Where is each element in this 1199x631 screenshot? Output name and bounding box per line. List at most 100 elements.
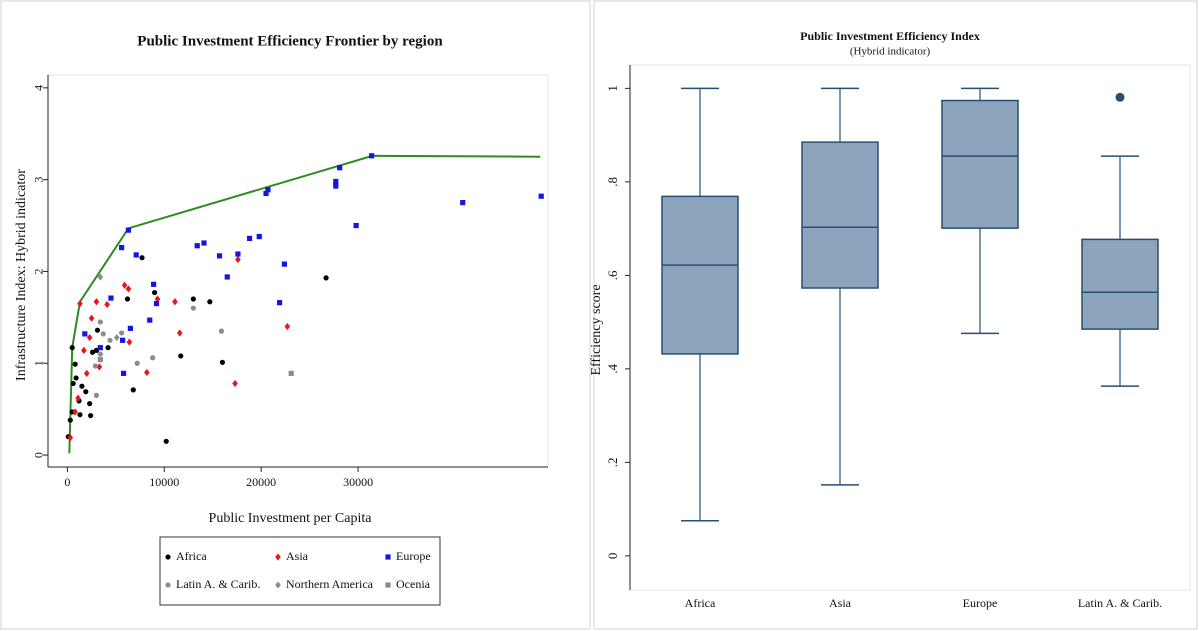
point	[83, 389, 89, 395]
x-tick-label: Europe	[963, 596, 998, 610]
legend-marker	[275, 553, 281, 561]
x-tick-label: Africa	[685, 596, 716, 610]
point	[178, 353, 184, 359]
legend-marker	[385, 582, 391, 588]
chart-title: Public Investment Efficiency Frontier by…	[137, 33, 443, 49]
point	[82, 331, 88, 337]
point	[130, 387, 136, 393]
point	[97, 345, 103, 351]
point	[276, 300, 283, 306]
point	[333, 183, 339, 189]
point	[232, 379, 238, 388]
point	[93, 392, 100, 398]
x-tick-label: Latin A. & Carib.	[1078, 596, 1162, 610]
y-tick-label: 0	[32, 452, 46, 458]
legend-marker	[385, 554, 391, 560]
point	[67, 417, 73, 423]
point	[150, 355, 156, 361]
point	[97, 356, 103, 363]
point	[92, 363, 99, 369]
point	[216, 253, 223, 259]
point	[337, 165, 343, 171]
legend-marker	[165, 582, 171, 588]
legend-label: Northern America	[286, 577, 374, 591]
point	[69, 345, 75, 351]
point	[134, 360, 140, 366]
x-axis-label: Public Investment per Capita	[209, 511, 373, 526]
point	[256, 233, 262, 240]
x-tick-label: 30000	[343, 475, 373, 489]
point	[154, 295, 161, 303]
point	[120, 337, 126, 343]
chart-subtitle: (Hybrid indicator)	[850, 46, 931, 58]
point	[70, 380, 76, 387]
point	[67, 434, 74, 442]
outlier	[1115, 92, 1125, 102]
legend-label: Europe	[396, 549, 431, 563]
point	[151, 281, 157, 287]
point	[125, 285, 132, 293]
point	[369, 153, 375, 159]
y-tick-label: 1	[32, 360, 46, 366]
point	[121, 281, 128, 289]
point	[126, 338, 133, 346]
point	[97, 273, 104, 281]
point	[105, 345, 111, 351]
point	[281, 261, 288, 267]
y-tick-label: 3	[32, 177, 46, 183]
x-tick-label: Asia	[829, 596, 852, 610]
point	[224, 274, 230, 280]
point	[100, 331, 106, 337]
legend-marker	[165, 554, 171, 560]
legend	[159, 536, 441, 606]
y-tick-label: 0	[605, 553, 620, 560]
y-tick-label: 2	[32, 268, 46, 274]
point	[190, 296, 196, 302]
point	[538, 193, 544, 199]
point	[120, 370, 127, 376]
point	[125, 227, 132, 233]
y-tick-label: .6	[605, 270, 620, 280]
x-tick-label: 0	[64, 475, 70, 489]
point	[201, 240, 207, 246]
point	[235, 255, 241, 264]
point	[97, 351, 103, 357]
point	[119, 244, 125, 251]
point	[263, 190, 269, 197]
left-panel	[0, 0, 591, 630]
point	[77, 412, 83, 418]
point	[77, 299, 83, 308]
point	[94, 327, 101, 333]
point	[72, 361, 78, 367]
point	[133, 252, 139, 258]
point	[104, 300, 110, 309]
x-tick-label: 10000	[149, 475, 179, 489]
point	[88, 314, 95, 322]
y-axis-label: Infrastructure Index: Hybrid indicator	[14, 169, 29, 381]
frontier-line	[68, 154, 541, 454]
point	[127, 325, 133, 331]
point	[284, 322, 291, 331]
y-axis-label: Efficiency score	[589, 284, 604, 375]
legend-label: Latin A. & Carib.	[176, 577, 260, 591]
point	[113, 333, 120, 342]
point	[139, 255, 145, 261]
legend-label: Ocenia	[396, 577, 431, 591]
point	[172, 298, 178, 306]
point	[460, 200, 466, 206]
point	[93, 298, 100, 306]
point	[153, 300, 160, 307]
point	[163, 438, 169, 444]
point	[207, 299, 213, 305]
point	[87, 401, 93, 407]
point	[151, 289, 158, 296]
point	[86, 333, 93, 342]
point	[97, 319, 103, 325]
point	[147, 317, 153, 323]
point	[89, 349, 96, 355]
point	[265, 187, 271, 193]
x-tick-label: 20000	[246, 475, 276, 489]
y-tick-label: .8	[605, 177, 620, 187]
point	[194, 243, 200, 249]
point	[83, 369, 90, 377]
